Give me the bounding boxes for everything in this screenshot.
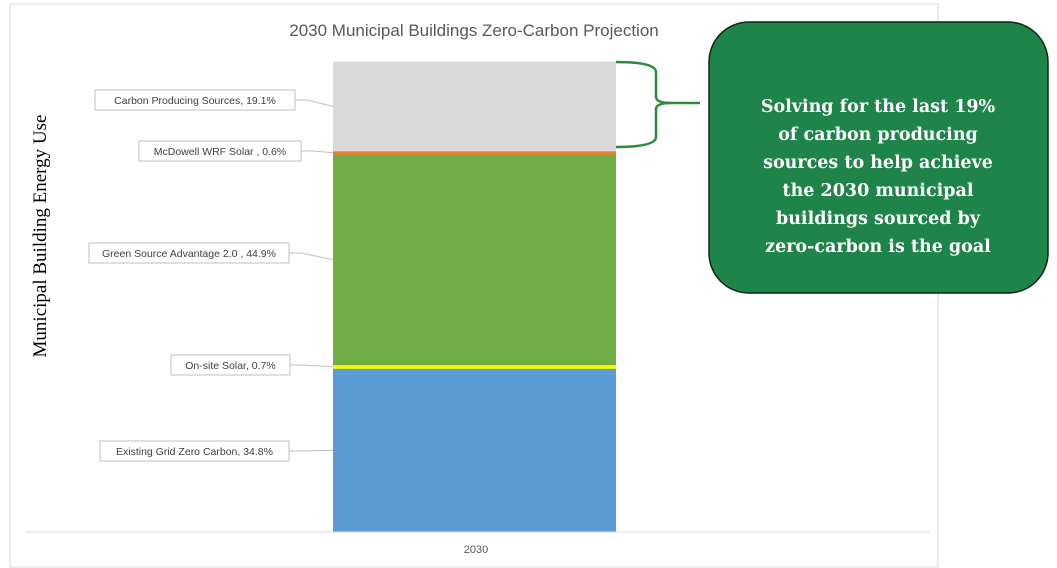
data-label-text: McDowell WRF Solar , 0.6% [154,146,286,158]
bar-segment-existing-grid-zero-carbon [333,368,616,532]
x-tick-label: 2030 [464,544,488,556]
data-label-on-site-solar: On-site Solar, 0.7% [170,354,334,376]
data-label-existing-grid-zero-carbon: Existing Grid Zero Carbon, 34.8% [99,440,334,462]
leader-line [295,99,334,107]
callout-line-6: zero-carbon is the goal [765,237,991,257]
callout-line-4: the 2030 municipal [783,181,974,201]
bar-segment-carbon-producing-sources [333,61,616,152]
chart-title: 2030 Municipal Buildings Zero-Carbon Pro… [289,21,658,40]
data-label-green-source-advantage-2-0: Green Source Advantage 2.0 , 44.9% [88,242,334,264]
data-label-text: On-site Solar, 0.7% [185,360,275,372]
data-label-text: Existing Grid Zero Carbon, 34.8% [116,446,273,458]
leader-line [290,364,334,368]
bar-segment-on-site-solar [333,364,616,369]
data-labels: Existing Grid Zero Carbon, 34.8% On-site … [88,89,334,462]
leader-line [289,449,334,452]
data-label-text: Carbon Producing Sources, 19.1% [114,95,276,107]
y-axis-label: Municipal Building Energy Use [30,115,51,358]
leader-line [289,252,334,261]
callout-box: Solving for the last 19% of carbon produ… [708,21,1049,294]
callout-line-3: sources to help achieve [763,153,993,173]
bar-segment-green-source-advantage-2-0 [333,154,616,366]
data-label-carbon-producing-sources: Carbon Producing Sources, 19.1% [94,89,334,111]
callout-background [708,21,1049,294]
callout-line-2: of carbon producing [778,125,978,145]
bar-segment-mcdowell-wrf-solar [333,150,616,155]
data-label-mcdowell-wrf-solar: McDowell WRF Solar , 0.6% [138,140,334,162]
bar-stack [333,61,616,532]
leader-line [301,150,334,154]
callout-line-5: buildings sourced by [776,209,981,229]
data-label-text: Green Source Advantage 2.0 , 44.9% [102,248,276,260]
callout-line-1: Solving for the last 19% [761,97,996,117]
